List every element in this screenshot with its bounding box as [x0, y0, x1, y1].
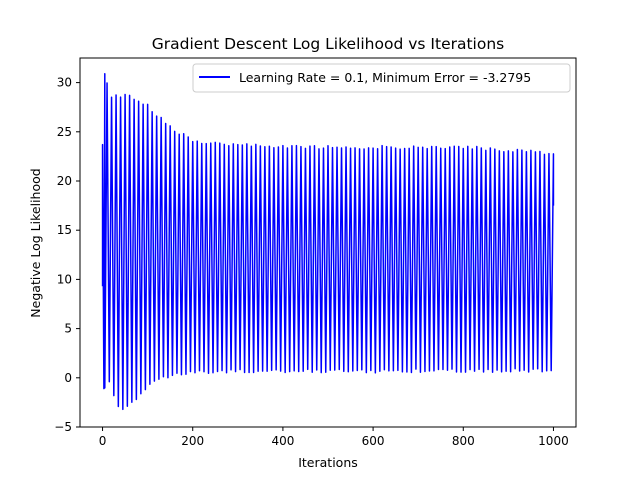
y-tick-label: 30 [57, 76, 72, 90]
plot-area [101, 72, 555, 411]
chart-title: Gradient Descent Log Likelihood vs Itera… [152, 35, 505, 53]
y-axis-label: Negative Log Likelihood [28, 168, 43, 317]
x-tick-label: 400 [271, 434, 294, 448]
x-tick-label: 1000 [538, 434, 569, 448]
x-axis: 0 200 400 600 800 1000 [99, 427, 569, 448]
x-tick-label: 200 [181, 434, 204, 448]
legend-label: Learning Rate = 0.1, Minimum Error = -3.… [239, 70, 531, 85]
x-tick-label: 800 [452, 434, 475, 448]
axes-spines [79, 57, 577, 428]
y-tick-label: 20 [57, 174, 72, 188]
axes-frame [79, 57, 577, 428]
y-tick-label: −5 [54, 420, 72, 434]
y-tick-label: 5 [64, 322, 72, 336]
y-tick-label: 15 [57, 223, 72, 237]
legend: Learning Rate = 0.1, Minimum Error = -3.… [192, 63, 571, 93]
y-axis: −5 0 5 10 15 20 25 30 [54, 76, 80, 434]
x-tick-label: 0 [99, 434, 107, 448]
series-layer [101, 72, 555, 411]
x-tick-label: 600 [362, 434, 385, 448]
y-tick-label: 10 [57, 272, 72, 286]
y-tick-label: 0 [64, 371, 72, 385]
series-line [101, 72, 555, 411]
legend-box [192, 63, 571, 93]
x-axis-label: Iterations [298, 455, 358, 470]
y-tick-label: 25 [57, 125, 72, 139]
